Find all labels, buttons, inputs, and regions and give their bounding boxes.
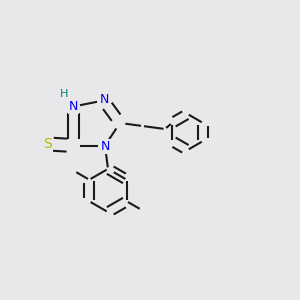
Text: H: H [60, 89, 69, 100]
Text: N: N [69, 100, 78, 113]
Text: N: N [101, 140, 111, 153]
Text: S: S [44, 137, 52, 151]
Text: N: N [99, 93, 109, 106]
